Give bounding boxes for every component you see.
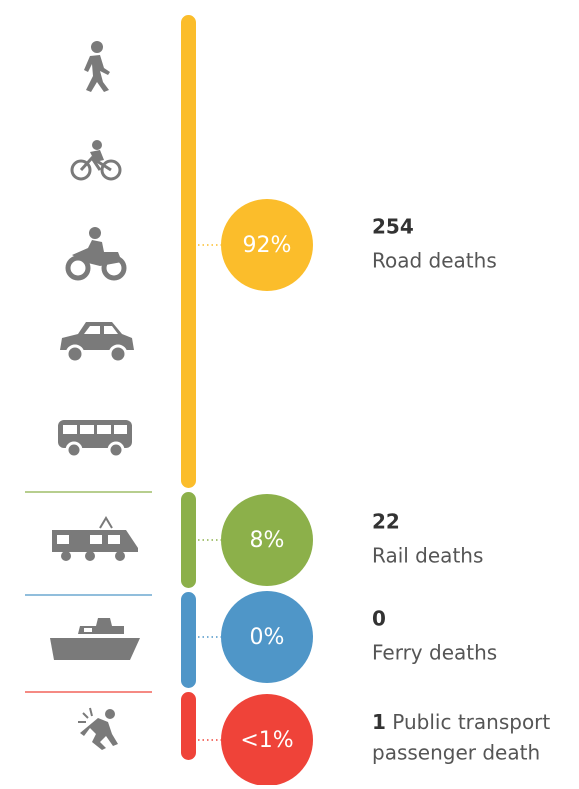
label: Rail deaths	[372, 544, 483, 568]
pedestrian-icon	[84, 41, 110, 92]
label: Road deaths	[372, 249, 497, 273]
tram-icon	[52, 516, 138, 561]
ferry-icon	[50, 618, 140, 660]
bar	[181, 492, 196, 588]
label: Ferry deaths	[372, 641, 497, 665]
count: 254	[372, 215, 414, 239]
percent-circle	[221, 694, 313, 786]
count: 0	[372, 607, 386, 631]
percent-label: 92%	[243, 233, 292, 258]
count-label-line: 1 Public transport	[372, 710, 550, 734]
cyclist	[90, 140, 104, 162]
bus-icon	[58, 420, 132, 459]
percent-label: 0%	[250, 625, 285, 650]
count: 1	[372, 710, 386, 734]
label-line: Public transport	[392, 710, 550, 734]
icons	[50, 41, 140, 750]
bar	[181, 692, 196, 760]
car-icon	[60, 322, 134, 364]
label-line: passenger death	[372, 741, 540, 765]
percent-circle	[221, 494, 313, 586]
percent-label: <1%	[240, 728, 293, 753]
bar	[181, 592, 196, 688]
motorbike-icon	[65, 227, 127, 281]
bar	[181, 15, 196, 488]
percent-circle	[221, 591, 313, 683]
bicycle-icon	[70, 156, 122, 181]
count: 22	[372, 510, 400, 534]
percent-circle	[221, 199, 313, 291]
falling-passenger-icon	[78, 707, 118, 750]
percent-label: 8%	[250, 528, 285, 553]
